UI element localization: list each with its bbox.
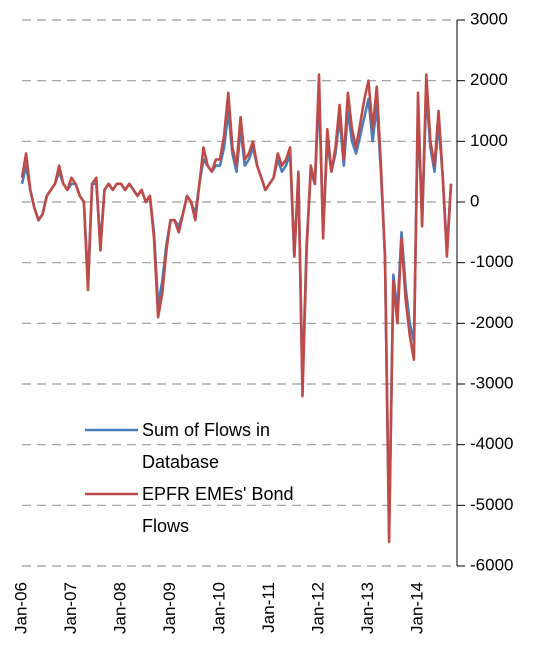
x-tick-label: Jan-12: [308, 582, 327, 634]
y-tick-label: -1000: [470, 252, 513, 271]
legend-label: EPFR EMEs' Bond Flows: [142, 484, 294, 536]
x-tick-label: Jan-11: [259, 582, 278, 633]
y-tick-label: 1000: [470, 131, 508, 150]
x-tick-label: Jan-06: [11, 582, 30, 634]
y-tick-label: 0: [470, 191, 479, 210]
x-tick-label: Jan-08: [110, 582, 129, 634]
y-tick-label: -2000: [470, 313, 513, 332]
x-tick-label: Jan-13: [358, 582, 377, 634]
y-tick-label: 2000: [470, 70, 508, 89]
series-line: [20, 73, 453, 543]
y-tick-label: -5000: [470, 495, 513, 514]
y-tick-label: -4000: [470, 434, 513, 453]
x-tick-label: Jan-09: [160, 582, 179, 634]
y-tick-label: -6000: [470, 555, 513, 574]
x-tick-label: Jan-07: [61, 582, 80, 634]
legend-label: Sum of Flows in Database: [142, 420, 271, 472]
x-tick-label: Jan-10: [209, 582, 228, 634]
x-tick-label: Jan-14: [407, 582, 426, 634]
y-tick-label: 3000: [470, 9, 508, 28]
y-tick-label: -3000: [470, 373, 513, 392]
